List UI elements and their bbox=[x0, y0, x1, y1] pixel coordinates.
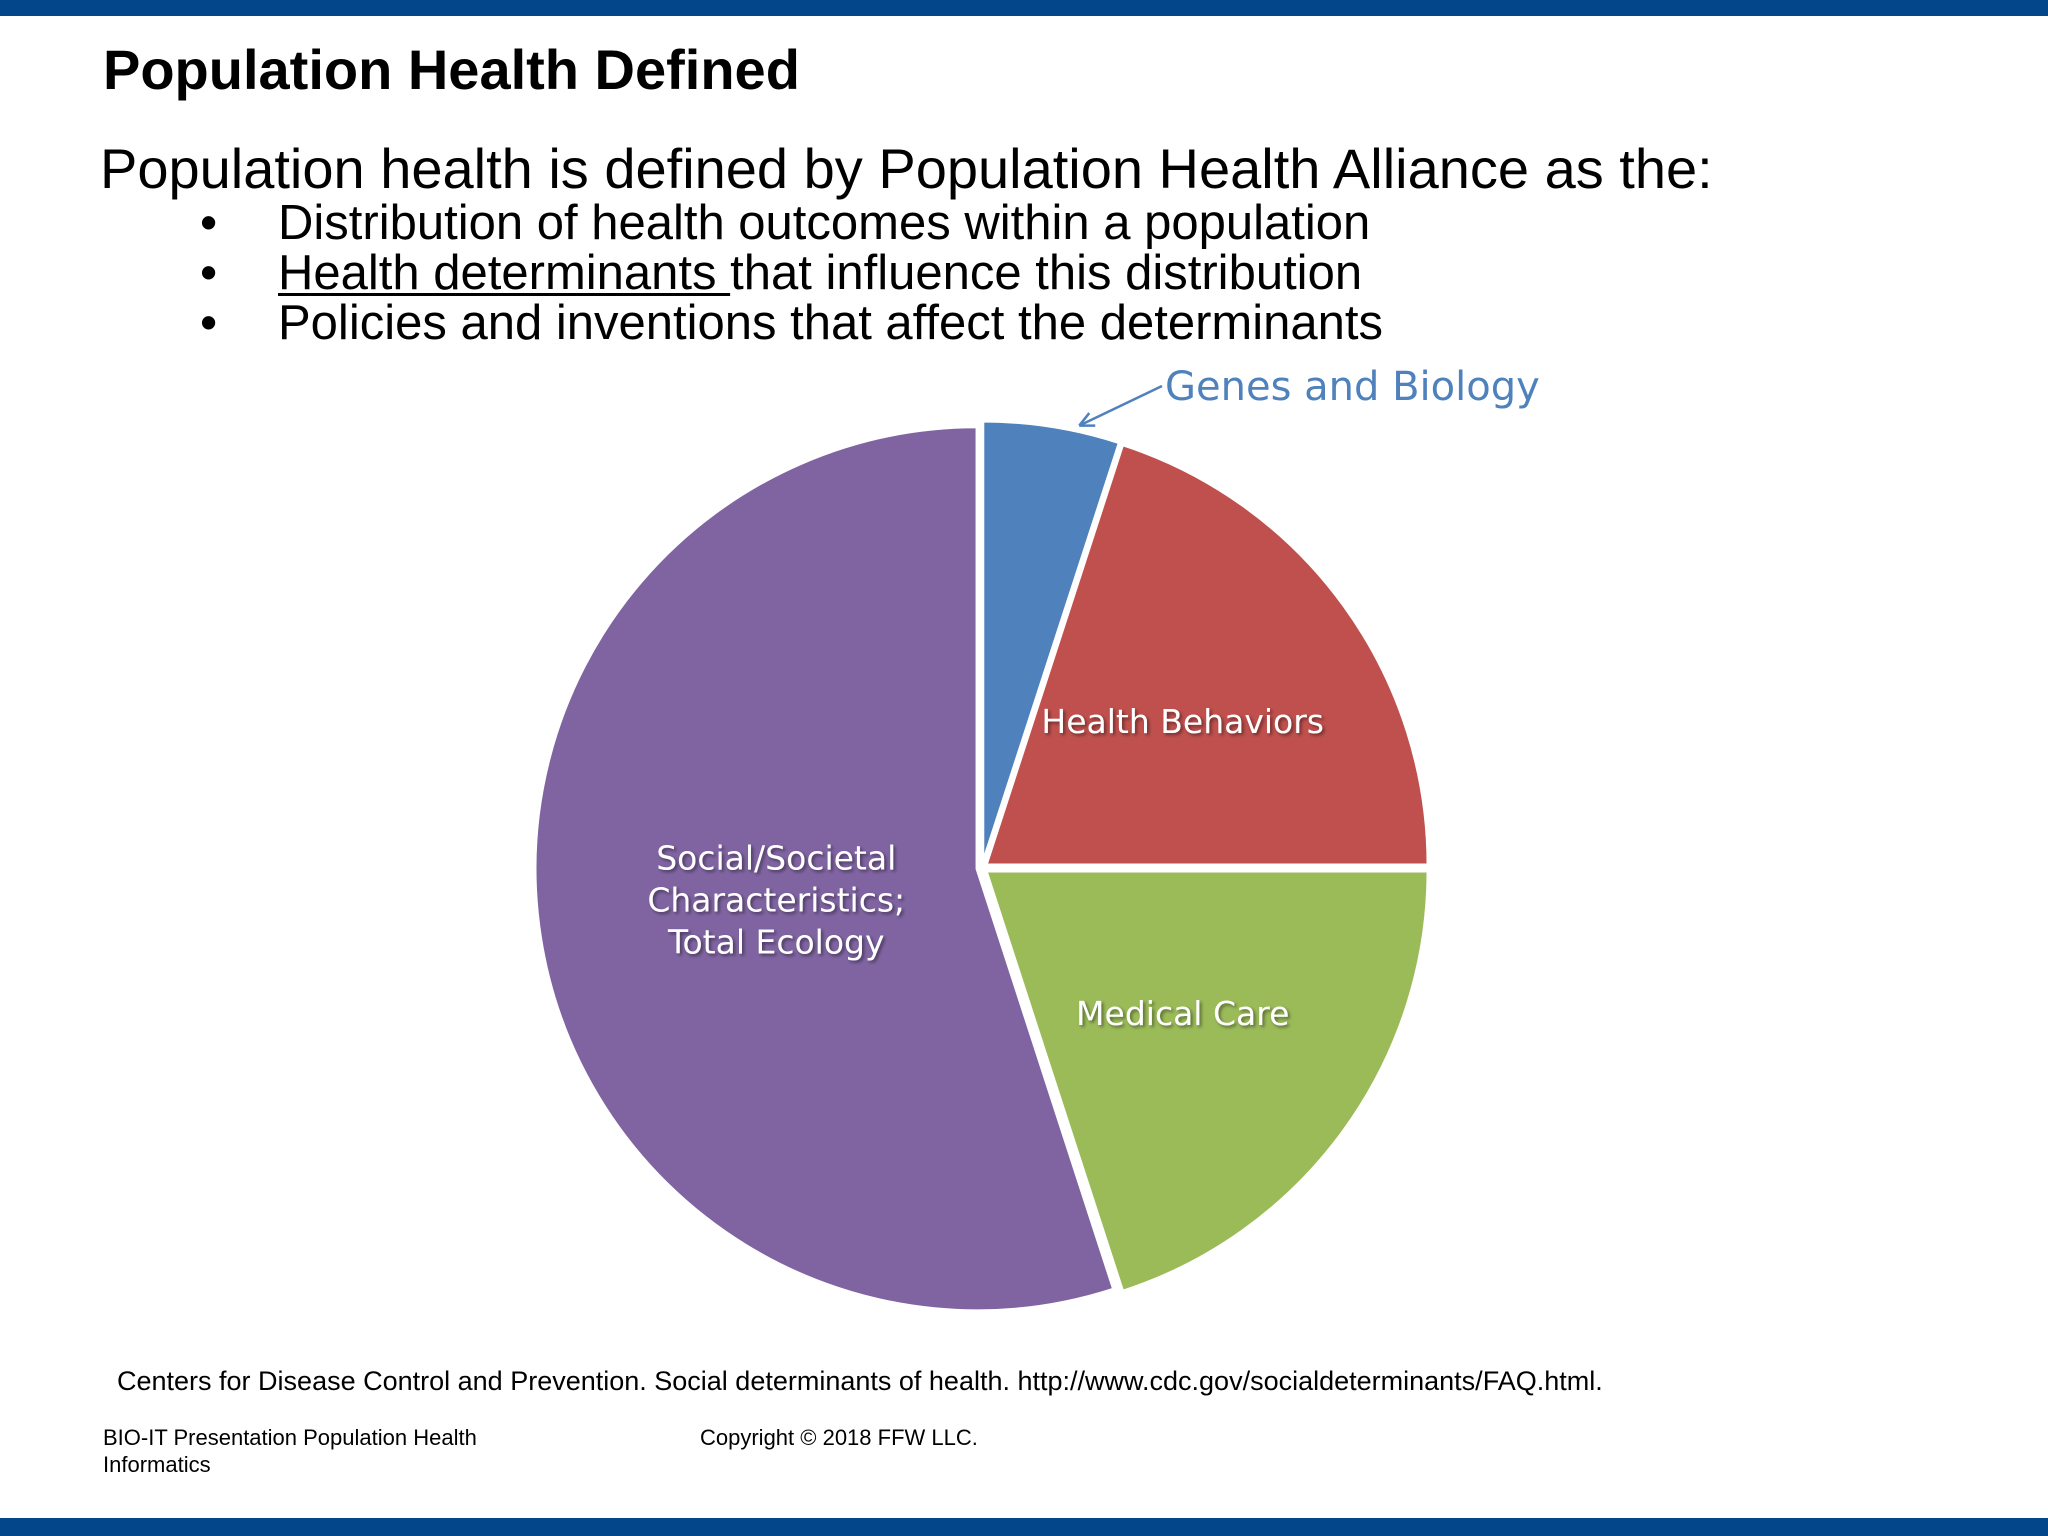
slide-title: Population Health Defined bbox=[103, 38, 800, 101]
pie-labels: Genes and Biology Health Behaviors Medical… bbox=[647, 364, 1539, 1033]
bullet-marker: • bbox=[200, 246, 218, 300]
bullet-text: Distribution of health outcomes within a… bbox=[278, 198, 1370, 248]
footer-copyright: Copyright © 2018 FFW LLC. bbox=[700, 1425, 978, 1450]
callout-leader-line bbox=[1078, 384, 1163, 427]
bullet-plain-text: Distribution of health outcomes within a… bbox=[278, 196, 1371, 250]
pie-slice-medical-care bbox=[983, 869, 1430, 1294]
pie-label-health-behaviors: Health Behaviors bbox=[1041, 702, 1324, 741]
bullet-marker: • bbox=[200, 296, 218, 350]
pie-slices bbox=[533, 419, 1430, 1313]
bullet-text: Policies and inventions that affect the … bbox=[278, 298, 1383, 348]
footer-presentation-title: BIO-IT Presentation Population Health In… bbox=[103, 1425, 477, 1477]
source-citation: Centers for Disease Control and Preventi… bbox=[117, 1366, 1603, 1396]
bullet-plain-text: that influence this distribution bbox=[730, 246, 1363, 300]
bullet-text: Health determinants that influence this … bbox=[278, 248, 1362, 298]
bottom-accent-bar bbox=[0, 1518, 2048, 1536]
pie-slice-social-societal-characteristics-total-ecology bbox=[533, 425, 1116, 1313]
bullet-marker: • bbox=[200, 196, 218, 250]
pie-label-medical-care: Medical Care bbox=[1076, 994, 1289, 1033]
pie-slice-genes-and-biology bbox=[981, 419, 1122, 864]
bullet-plain-text: Policies and inventions that affect the … bbox=[278, 296, 1383, 350]
bullet-underlined-text: Health determinants bbox=[278, 246, 731, 300]
pie-label-social-societal-characteristics-total-ecology: Social/Societal Characteristics; Total Eco… bbox=[647, 839, 905, 962]
callout-arrowhead-icon bbox=[1078, 412, 1096, 427]
pie-label-genes-and-biology: Genes and Biology bbox=[1165, 364, 1540, 410]
pie-slice-health-behaviors bbox=[983, 442, 1430, 867]
top-accent-bar bbox=[0, 0, 2048, 16]
intro-text: Population health is defined by Populati… bbox=[100, 137, 1713, 200]
